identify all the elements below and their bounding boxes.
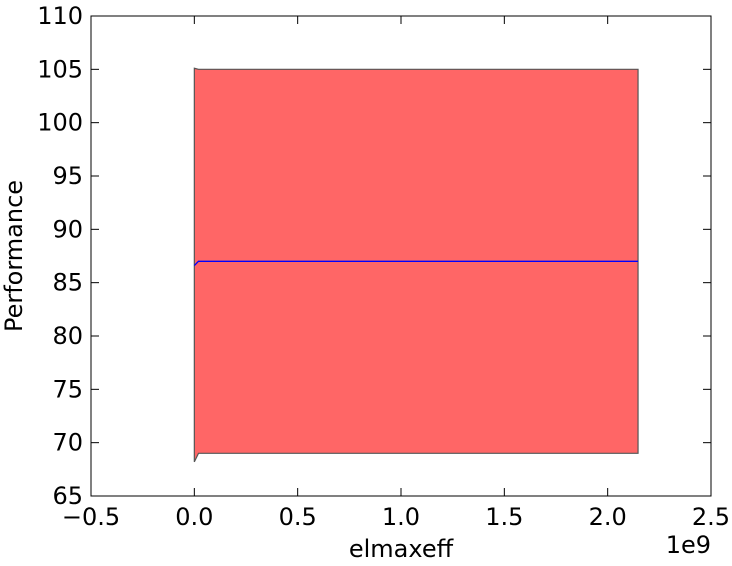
y-tick-label: 95 — [52, 162, 83, 190]
x-tick-label: 2.0 — [589, 503, 627, 531]
y-tick-label: 85 — [52, 269, 83, 297]
y-tick-label: 90 — [52, 215, 83, 243]
x-axis-offset-label: 1e9 — [666, 531, 711, 559]
ticks: −0.5 0.0 0.5 1.0 1.5 2.0 2.5 65 70 75 80 85 90 95 100 1… — [37, 2, 730, 531]
x-axis-label: elmaxeff — [349, 535, 454, 563]
x-tick-label: −0.5 — [62, 503, 120, 531]
confidence-band — [193, 67, 639, 463]
plot-area — [193, 67, 639, 463]
x-tick-label: 1.5 — [485, 503, 523, 531]
y-axis-label: Performance — [0, 180, 28, 332]
x-tick-label: 1.0 — [382, 503, 420, 531]
y-tick-label: 75 — [52, 375, 83, 403]
y-tick-label: 100 — [37, 109, 83, 137]
y-tick-label: 70 — [52, 429, 83, 457]
y-tick-label: 80 — [52, 322, 83, 350]
x-tick-label: 0.5 — [279, 503, 317, 531]
y-tick-label: 65 — [52, 482, 83, 510]
y-tick-label: 110 — [37, 2, 83, 30]
y-tick-label: 105 — [37, 55, 83, 83]
x-tick-label: 0.0 — [175, 503, 213, 531]
x-tick-label: 2.5 — [692, 503, 730, 531]
series-line-0 — [193, 260, 639, 267]
